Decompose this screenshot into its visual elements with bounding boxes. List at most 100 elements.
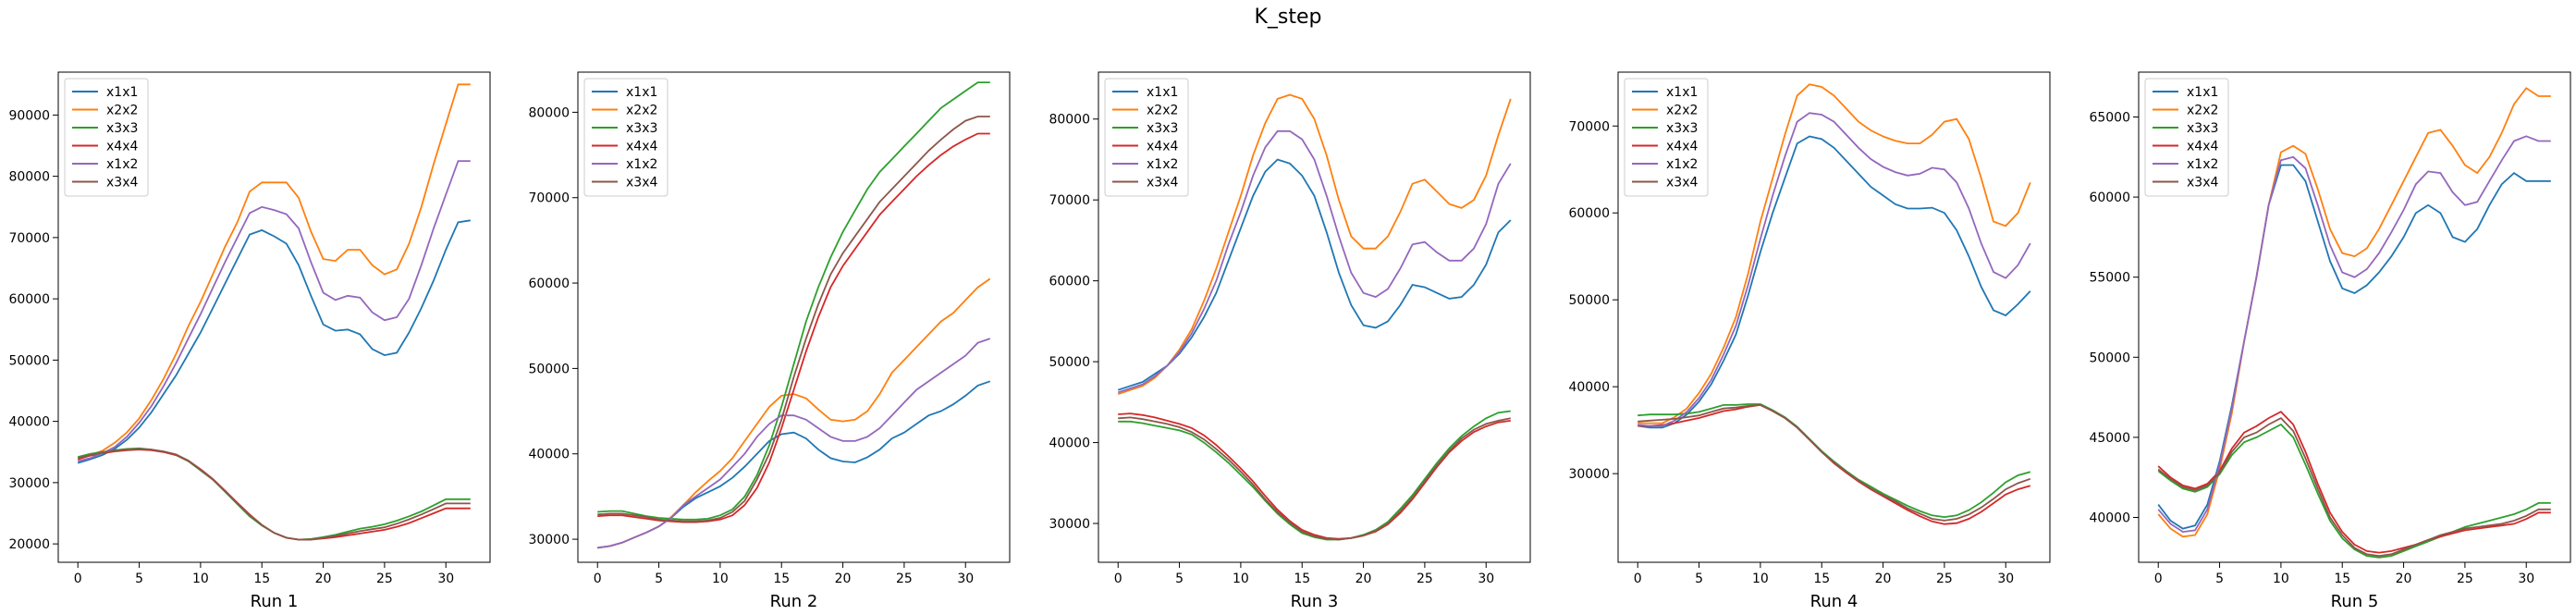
y-tick-label: 60000 xyxy=(1049,275,1090,289)
y-tick-label: 40000 xyxy=(8,415,50,430)
x-tick-label: 10 xyxy=(192,572,209,586)
y-tick-label: 30000 xyxy=(528,533,570,547)
legend-label-x1x1: x1x1 xyxy=(626,85,657,100)
legend-box xyxy=(1624,78,1709,197)
axes-frame xyxy=(57,71,491,563)
series-line-x2x2 xyxy=(77,83,471,461)
y-tick-label: 30000 xyxy=(8,476,50,491)
y-tick-label: 50000 xyxy=(8,353,50,368)
y-tick-label: 70000 xyxy=(528,191,570,206)
axes-frame xyxy=(2138,71,2571,563)
legend-label-x2x2: x2x2 xyxy=(106,104,138,118)
legend-label-x3x3: x3x3 xyxy=(626,121,657,136)
series-line-x2x2 xyxy=(1117,93,1512,395)
x-tick-label: 0 xyxy=(594,572,602,586)
x-tick-label: 10 xyxy=(1752,572,1769,586)
series-line-x1x2 xyxy=(1117,129,1512,394)
x-tick-label: 15 xyxy=(1813,572,1830,586)
x-tick-label: 20 xyxy=(835,572,852,586)
series-line-x3x3 xyxy=(1118,410,1511,541)
y-tick-label: 60000 xyxy=(528,277,570,291)
series-line-x3x3 xyxy=(77,447,471,541)
axes-frame xyxy=(1617,71,2051,563)
series-line-x2x2 xyxy=(1638,83,2031,424)
legend-box xyxy=(583,78,669,197)
series-line-x3x4 xyxy=(1118,416,1511,541)
series-line-x3x4 xyxy=(597,116,990,523)
x-axis-label: Run 2 xyxy=(770,592,818,611)
series-line-x4x4 xyxy=(1118,412,1511,540)
y-tick-label: 90000 xyxy=(8,108,50,123)
series-line-x3x4 xyxy=(1638,403,2031,522)
y-tick-label: 55000 xyxy=(2089,271,2130,286)
legend-label-x2x2: x2x2 xyxy=(626,104,657,118)
x-tick-label: 10 xyxy=(712,572,729,586)
x-tick-label: 5 xyxy=(1175,572,1184,586)
x-tick-label: 15 xyxy=(253,572,270,586)
legend-label-x3x3: x3x3 xyxy=(106,121,138,136)
x-tick-label: 5 xyxy=(135,572,143,586)
x-tick-label: 15 xyxy=(773,572,790,586)
legend-label-x2x2: x2x2 xyxy=(1147,104,1178,118)
x-tick-label: 20 xyxy=(1355,572,1372,586)
series-line-x1x2 xyxy=(77,160,471,462)
legend-label-x1x1: x1x1 xyxy=(106,85,138,100)
x-tick-label: 5 xyxy=(655,572,663,586)
legend-label-x3x3: x3x3 xyxy=(1666,121,1698,136)
legend-label-x3x4: x3x4 xyxy=(626,176,657,191)
series-line-x1x1 xyxy=(1117,158,1512,391)
y-tick-label: 50000 xyxy=(1568,293,1610,308)
legend-label-x4x4: x4x4 xyxy=(106,140,138,154)
y-tick-label: 65000 xyxy=(2089,110,2130,125)
series-line-x3x4 xyxy=(77,448,471,541)
series-line-x3x3 xyxy=(597,81,990,521)
x-tick-label: 30 xyxy=(1478,572,1494,586)
legend-label-x2x2: x2x2 xyxy=(1666,104,1698,118)
series-line-x1x1 xyxy=(77,219,471,464)
series-line-x1x2 xyxy=(2157,135,2551,534)
series-line-x1x1 xyxy=(597,380,991,549)
legend-label-x3x3: x3x3 xyxy=(2187,121,2218,136)
series-line-x4x4 xyxy=(1638,403,2031,525)
legend-label-x4x4: x4x4 xyxy=(626,140,657,154)
x-tick-label: 20 xyxy=(1875,572,1892,586)
y-tick-label: 60000 xyxy=(1568,206,1610,221)
series-line-x1x2 xyxy=(597,338,991,549)
subplot-run-3: 0 5 10 15 20 25 30 30000 40000 50000 60000 70000 800… xyxy=(1049,71,1531,611)
legend-label-x3x4: x3x4 xyxy=(2187,176,2218,191)
x-axis-label: Run 1 xyxy=(251,592,299,611)
y-tick-label: 70000 xyxy=(1049,193,1090,208)
subplot-run-5: 0 5 10 15 20 25 30 40000 45000 50000 55000 60000 650… xyxy=(2089,71,2571,611)
legend-box xyxy=(1104,78,1189,197)
y-tick-label: 20000 xyxy=(8,537,50,552)
series-line-x4x4 xyxy=(2157,411,2551,554)
axes-frame xyxy=(577,71,1011,563)
y-tick-label: 45000 xyxy=(2089,431,2130,446)
x-tick-label: 30 xyxy=(437,572,454,586)
series-line-x2x2 xyxy=(2157,87,2551,538)
y-tick-label: 60000 xyxy=(2089,191,2130,205)
x-tick-label: 15 xyxy=(2334,572,2350,586)
x-tick-label: 25 xyxy=(896,572,913,586)
series-line-x3x3 xyxy=(2157,423,2551,559)
legend-label-x1x1: x1x1 xyxy=(1147,85,1178,100)
x-tick-label: 0 xyxy=(74,572,82,586)
series-line-x1x2 xyxy=(1638,112,2031,427)
legend-box xyxy=(2144,78,2229,197)
legend-label-x1x2: x1x2 xyxy=(626,157,657,172)
figure-title: K_step xyxy=(1254,6,1322,29)
legend-label-x1x2: x1x2 xyxy=(1666,157,1698,172)
subplot-run-4: 0 5 10 15 20 25 30 30000 40000 50000 60000 70000 Run… xyxy=(1568,71,2051,611)
x-axis-label: Run 5 xyxy=(2331,592,2379,611)
x-tick-label: 5 xyxy=(1695,572,1703,586)
legend-label-x1x2: x1x2 xyxy=(1147,157,1178,172)
series-line-x3x3 xyxy=(1638,403,2031,519)
legend-label-x3x4: x3x4 xyxy=(1147,176,1178,191)
y-tick-label: 80000 xyxy=(8,170,50,185)
x-tick-label: 30 xyxy=(2518,572,2534,586)
x-tick-label: 25 xyxy=(1936,572,1953,586)
x-tick-label: 30 xyxy=(957,572,974,586)
series-line-x1x1 xyxy=(1638,135,2031,429)
legend-label-x3x4: x3x4 xyxy=(106,176,138,191)
